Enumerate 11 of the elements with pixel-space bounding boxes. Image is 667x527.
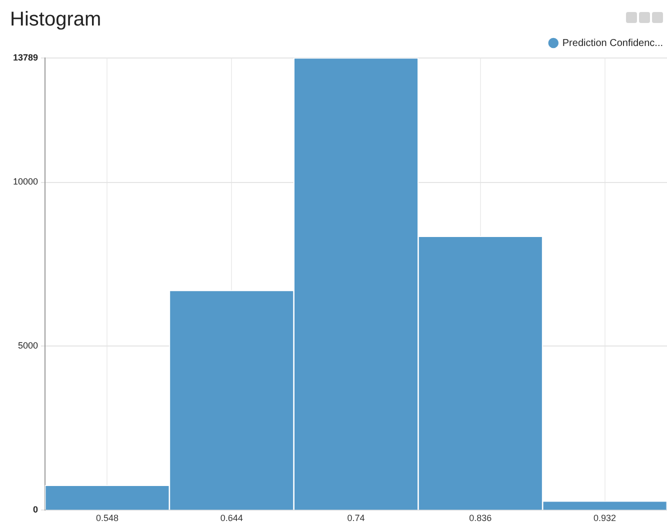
legend-label: Prediction Confidenc...: [562, 38, 664, 49]
x-tick-label: 0.74: [347, 513, 365, 524]
chart-title: Histogram: [10, 8, 102, 31]
y-tick-label: 10000: [12, 176, 38, 187]
x-tick-label: 0.548: [96, 513, 118, 524]
x-tick-label: 0.836: [469, 513, 492, 524]
y-tick-label: 13789: [12, 52, 38, 62]
y-tick-label: 0: [33, 504, 38, 515]
y-tick-label: 5000: [18, 340, 38, 351]
x-tick-label: 0.932: [594, 513, 616, 524]
x-tick-label: 0.644: [220, 513, 243, 524]
